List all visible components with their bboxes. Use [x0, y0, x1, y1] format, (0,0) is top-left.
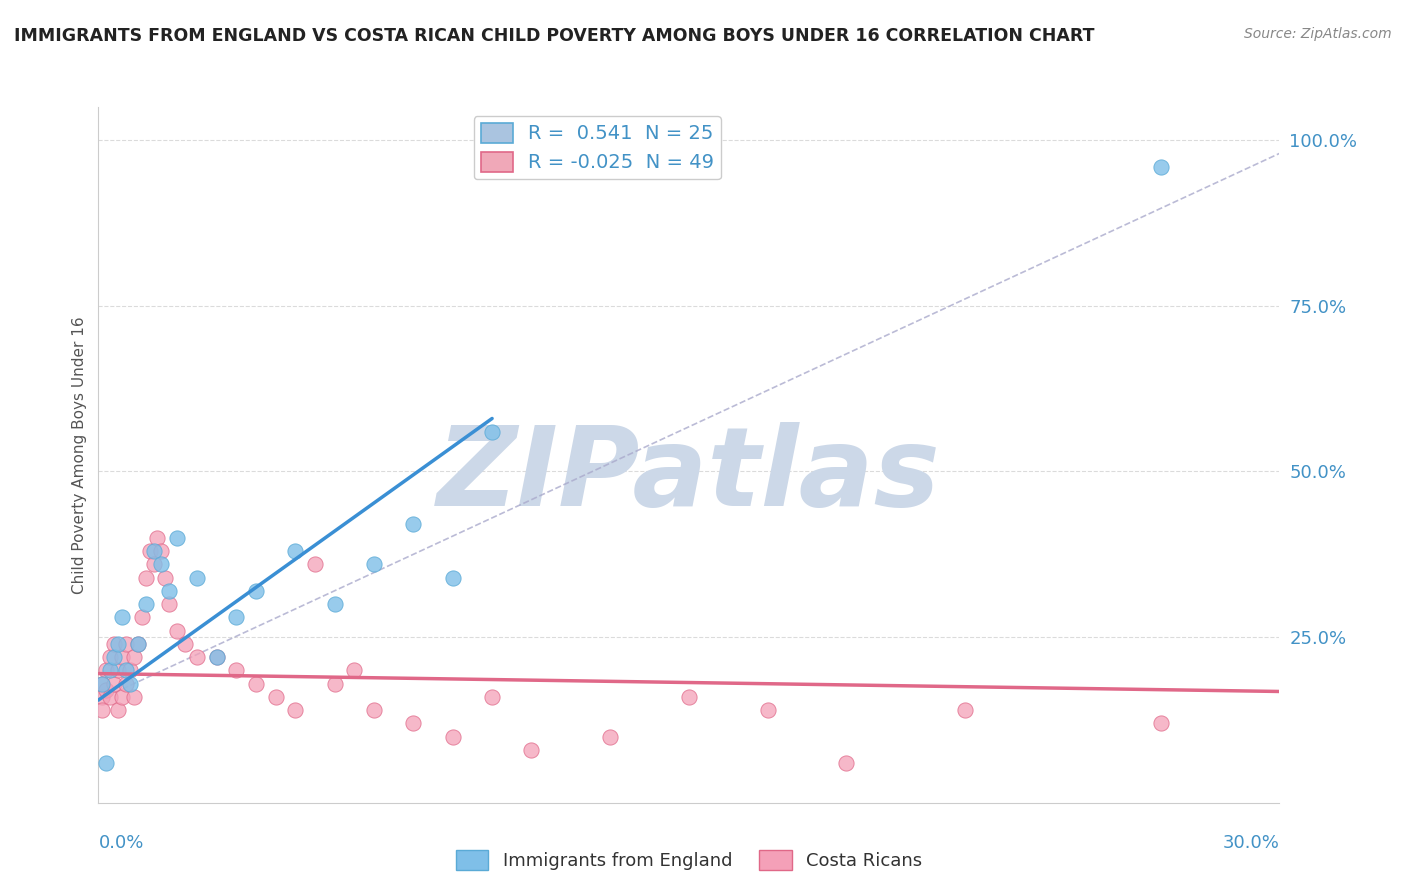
Point	[343, 663, 366, 677]
Point	[264, 690, 287, 704]
Point	[91, 690, 114, 704]
Point	[1150, 716, 1173, 731]
Point	[111, 610, 134, 624]
Point	[205, 650, 228, 665]
Point	[225, 610, 247, 624]
Point	[115, 676, 138, 690]
Point	[225, 663, 247, 677]
Point	[756, 703, 779, 717]
Text: 30.0%: 30.0%	[1223, 834, 1279, 852]
Point	[157, 583, 180, 598]
Point	[599, 730, 621, 744]
Text: IMMIGRANTS FROM ENGLAND VS COSTA RICAN CHILD POVERTY AMONG BOYS UNDER 16 CORRELA: IMMIGRANTS FROM ENGLAND VS COSTA RICAN C…	[14, 27, 1094, 45]
Point	[441, 570, 464, 584]
Legend: Immigrants from England, Costa Ricans: Immigrants from England, Costa Ricans	[449, 843, 929, 877]
Point	[118, 676, 141, 690]
Point	[107, 663, 129, 677]
Text: ZIPatlas: ZIPatlas	[437, 422, 941, 529]
Point	[402, 716, 425, 731]
Point	[122, 650, 145, 665]
Point	[135, 597, 157, 611]
Point	[118, 663, 141, 677]
Point	[98, 690, 121, 704]
Point	[157, 597, 180, 611]
Point	[155, 570, 177, 584]
Point	[127, 637, 149, 651]
Point	[284, 703, 307, 717]
Point	[98, 663, 121, 677]
Point	[107, 703, 129, 717]
Text: 0.0%: 0.0%	[98, 834, 143, 852]
Point	[186, 570, 208, 584]
Point	[96, 663, 118, 677]
Point	[98, 650, 121, 665]
Point	[103, 637, 125, 651]
Point	[186, 650, 208, 665]
Point	[441, 730, 464, 744]
Point	[205, 650, 228, 665]
Point	[142, 558, 165, 572]
Point	[111, 650, 134, 665]
Point	[142, 544, 165, 558]
Point	[245, 676, 267, 690]
Point	[166, 624, 188, 638]
Y-axis label: Child Poverty Among Boys Under 16: Child Poverty Among Boys Under 16	[72, 316, 87, 594]
Point	[363, 703, 385, 717]
Point	[245, 583, 267, 598]
Point	[127, 637, 149, 651]
Text: Source: ZipAtlas.com: Source: ZipAtlas.com	[1244, 27, 1392, 41]
Point	[150, 544, 173, 558]
Point	[520, 743, 543, 757]
Point	[91, 676, 114, 690]
Point	[323, 597, 346, 611]
Point	[174, 637, 197, 651]
Point	[111, 690, 134, 704]
Point	[135, 570, 157, 584]
Point	[323, 676, 346, 690]
Point	[284, 544, 307, 558]
Point	[131, 610, 153, 624]
Point	[91, 676, 114, 690]
Point	[103, 650, 125, 665]
Point	[166, 531, 188, 545]
Point	[1150, 160, 1173, 174]
Point	[103, 676, 125, 690]
Point	[138, 544, 160, 558]
Point	[146, 531, 169, 545]
Point	[150, 558, 173, 572]
Point	[304, 558, 326, 572]
Point	[481, 690, 503, 704]
Point	[122, 690, 145, 704]
Point	[115, 663, 138, 677]
Point	[481, 425, 503, 439]
Point	[363, 558, 385, 572]
Point	[678, 690, 700, 704]
Point	[91, 703, 114, 717]
Point	[115, 637, 138, 651]
Point	[835, 756, 858, 770]
Point	[96, 756, 118, 770]
Point	[402, 517, 425, 532]
Point	[953, 703, 976, 717]
Point	[96, 683, 118, 698]
Point	[107, 637, 129, 651]
